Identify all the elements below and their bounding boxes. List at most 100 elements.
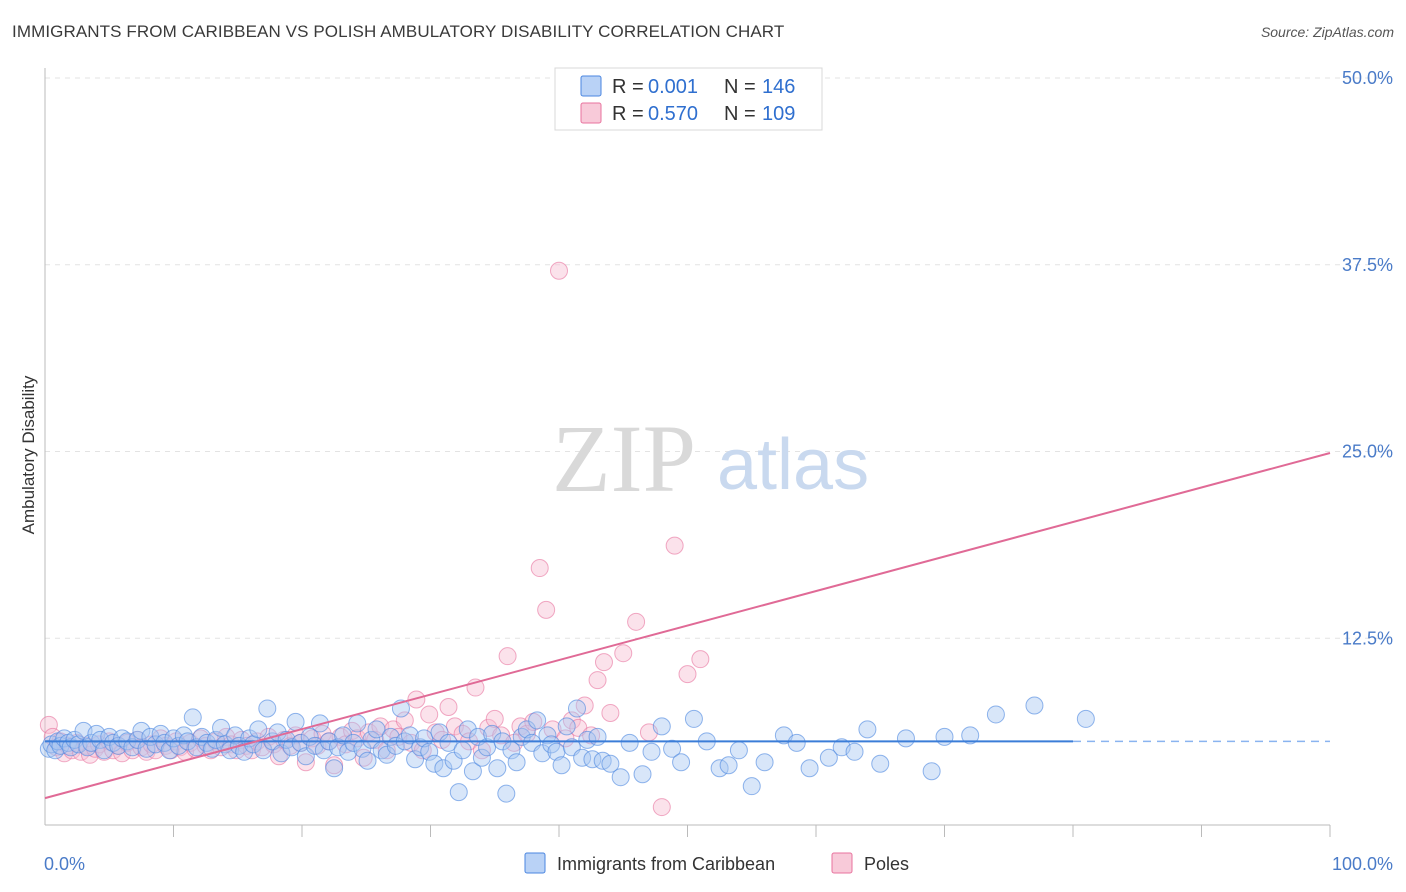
data-point-poles — [498, 647, 517, 666]
data-point-caribbean — [458, 720, 477, 739]
data-point-caribbean — [272, 744, 291, 763]
data-point-caribbean — [132, 721, 151, 740]
data-point-caribbean — [439, 733, 458, 752]
x-tick-label: 0.0% — [44, 854, 85, 874]
data-point-caribbean — [137, 739, 156, 758]
data-point-poles — [601, 703, 620, 722]
data-point-caribbean — [684, 709, 703, 728]
data-point-caribbean — [187, 738, 206, 757]
data-point-caribbean — [472, 748, 491, 767]
y-tick-label: 50.0% — [1342, 68, 1393, 88]
bottom-legend: Immigrants from Caribbean Poles — [524, 852, 909, 874]
data-point-poles — [594, 653, 613, 672]
data-point-caribbean — [611, 768, 630, 787]
y-tick-label: 25.0% — [1342, 442, 1393, 462]
data-point-caribbean — [742, 777, 761, 796]
data-point-poles — [652, 798, 671, 817]
data-point-poles — [530, 559, 549, 578]
data-point-caribbean — [258, 699, 277, 718]
x-tick-label: 100.0% — [1332, 854, 1393, 874]
data-point-caribbean — [858, 720, 877, 739]
legend-r-label-1: R = — [612, 76, 644, 98]
data-point-caribbean — [633, 765, 652, 784]
data-point-poles — [550, 261, 568, 280]
data-point-caribbean — [672, 753, 691, 772]
legend-r-label-2: R = — [612, 103, 644, 125]
legend-swatch-caribbean — [580, 75, 602, 97]
watermark-atlas: atlas — [717, 425, 869, 505]
data-point-caribbean — [497, 784, 516, 803]
data-point-caribbean — [922, 762, 941, 781]
legend-r-value-2: 0.570 — [648, 103, 698, 125]
data-point-caribbean — [425, 754, 444, 773]
data-point-caribbean — [400, 726, 419, 745]
top-legend: R = 0.001 N = 146 R = 0.570 N = 109 — [554, 67, 823, 131]
data-point-poles — [588, 671, 607, 690]
tick-labels: 12.5% 25.0% 37.5% 50.0% 0.0% 100.0% — [44, 68, 1393, 874]
data-point-caribbean — [339, 742, 358, 761]
data-point-caribbean — [286, 712, 305, 731]
data-point-caribbean — [719, 756, 738, 775]
y-tick-label: 12.5% — [1342, 628, 1393, 648]
data-point-caribbean — [552, 756, 571, 775]
data-point-poles — [665, 536, 684, 555]
data-point-caribbean — [729, 741, 748, 760]
data-point-poles — [296, 753, 315, 772]
data-point-caribbean — [800, 759, 819, 778]
watermark: ZIP atlas — [552, 405, 869, 512]
data-point-caribbean — [434, 759, 453, 778]
data-point-caribbean — [601, 754, 620, 773]
data-point-caribbean — [478, 738, 497, 757]
data-point-caribbean — [871, 754, 890, 773]
data-point-caribbean — [517, 720, 536, 739]
data-point-poles — [562, 711, 581, 730]
data-point-caribbean — [538, 726, 557, 745]
data-point-caribbean — [367, 720, 386, 739]
data-point-caribbean — [528, 711, 547, 730]
data-point-caribbean — [986, 705, 1005, 724]
data-point-caribbean — [961, 726, 980, 745]
grid-lines — [45, 77, 1392, 639]
data-point-caribbean — [226, 726, 245, 745]
data-point-caribbean — [344, 733, 363, 752]
bottom-legend-swatch-poles — [831, 852, 853, 874]
data-point-caribbean — [296, 747, 315, 766]
legend-r-value-1: 0.001 — [648, 76, 698, 98]
data-point-caribbean — [348, 714, 367, 733]
data-point-caribbean — [896, 729, 915, 748]
watermark-zip: ZIP — [552, 405, 696, 512]
data-point-caribbean — [444, 751, 463, 770]
data-point-caribbean — [411, 738, 430, 757]
data-point-caribbean — [1076, 709, 1095, 728]
data-point-caribbean — [567, 699, 586, 718]
data-point-caribbean — [488, 759, 507, 778]
data-point-poles — [691, 650, 710, 669]
data-point-caribbean — [845, 742, 864, 761]
data-point-caribbean — [483, 724, 502, 743]
data-point-poles — [537, 600, 556, 619]
data-point-caribbean — [334, 726, 353, 745]
data-point-poles — [439, 697, 458, 716]
data-point-caribbean — [415, 729, 434, 748]
data-point-poles — [407, 690, 426, 709]
data-point-caribbean — [652, 717, 671, 736]
bottom-legend-label-caribbean: Immigrants from Caribbean — [557, 854, 775, 874]
data-point-poles — [627, 612, 646, 631]
data-point-caribbean — [291, 733, 310, 752]
bottom-legend-label-poles: Poles — [864, 854, 909, 874]
y-tick-label: 37.5% — [1342, 255, 1393, 275]
axes — [44, 68, 1331, 837]
data-point-poles — [543, 720, 562, 739]
data-point-caribbean — [206, 730, 225, 749]
data-point-poles — [39, 715, 58, 734]
data-point-caribbean — [453, 741, 472, 760]
data-point-caribbean — [588, 727, 607, 746]
data-point-caribbean — [358, 751, 377, 770]
data-point-caribbean — [104, 733, 123, 752]
bottom-legend-swatch-caribbean — [524, 852, 546, 874]
data-point-caribbean — [642, 742, 661, 761]
data-point-caribbean — [249, 720, 268, 739]
trend-lines — [44, 452, 1331, 800]
data-point-caribbean — [663, 739, 682, 758]
